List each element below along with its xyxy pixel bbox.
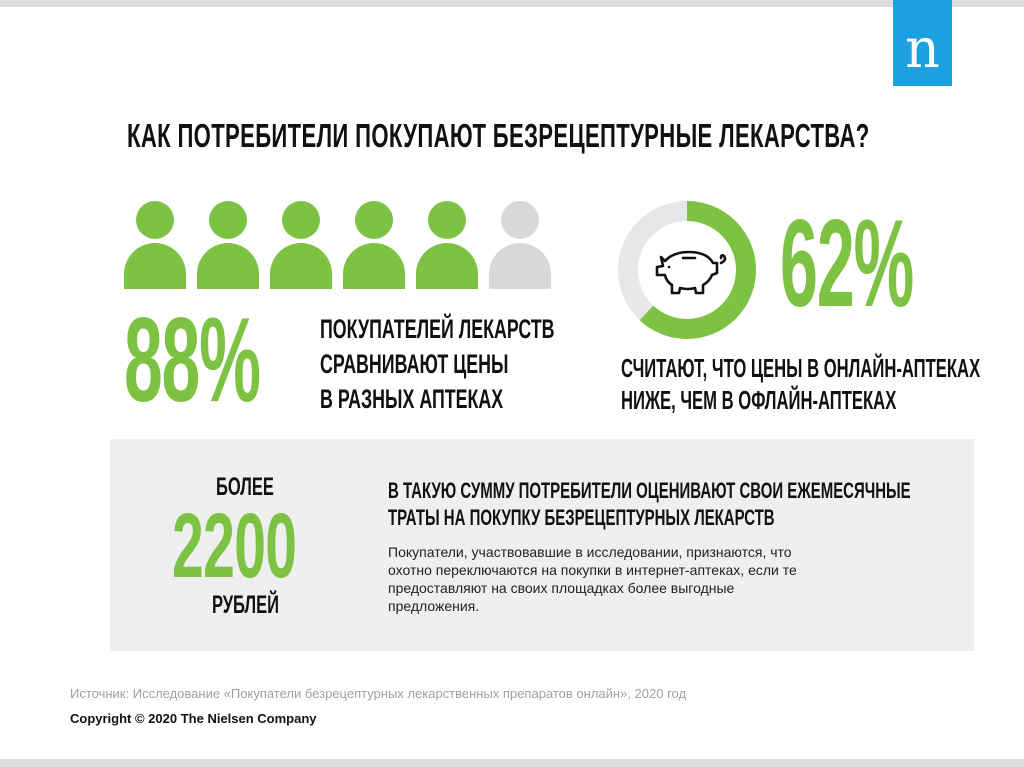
spend-body-line: предоставляют на своих площадках более в…: [388, 580, 735, 596]
copyright: Copyright © 2020 The Nielsen Company: [70, 711, 317, 726]
stat-62-line: Считают, что цены в онлайн-аптеках: [621, 353, 981, 383]
spend-body-line: предложения.: [388, 598, 480, 614]
spend-body-line: Покупатели, участвовавшие в исследовании…: [388, 544, 792, 560]
stat-62-value: 62%: [780, 195, 914, 333]
spend-body-line: охотно переключаются на покупки в интерн…: [388, 562, 797, 578]
nielsen-logo: n: [893, 0, 952, 86]
stat-62-line: ниже, чем в офлайн-аптеках: [621, 385, 897, 415]
donut-chart: [618, 201, 756, 339]
spend-body: Покупатели, участвовавшие в исследовании…: [388, 543, 878, 615]
stat-88-line: Покупателей лекарств: [320, 314, 555, 344]
source-note: Источник: Исследование «Покупатели безре…: [70, 686, 687, 701]
logo-letter: n: [905, 17, 940, 80]
spend-prefix: Более: [216, 473, 274, 501]
stat-88-value: 88%: [124, 293, 261, 427]
person-icon-highlighted: [270, 201, 332, 289]
person-icon-highlighted: [343, 201, 405, 289]
stat-88-line: в разных аптеках: [320, 384, 504, 414]
person-icon-highlighted: [124, 201, 186, 289]
donut-arc: [618, 201, 756, 339]
person-icon-highlighted: [416, 201, 478, 289]
page-title: Как потребители покупают безрецептурные …: [127, 117, 870, 154]
person-icon-highlighted: [197, 201, 259, 289]
spend-heading-line: траты на покупку безрецептурных лекарств: [388, 505, 775, 530]
piggy-bank-icon: [655, 250, 727, 295]
stat-88-description: Покупателей лекарств сравнивают цены в р…: [320, 312, 555, 417]
spend-suffix: рублей: [212, 591, 279, 619]
person-icon: [489, 201, 551, 289]
spend-heading: В такую сумму потребители оценивают свои…: [388, 477, 911, 531]
bottom-border: [0, 759, 1024, 767]
stat-88-line: сравнивают цены: [320, 349, 509, 379]
spend-amount: 2200: [172, 495, 297, 597]
people-icons: [124, 201, 554, 289]
spend-heading-line: В такую сумму потребители оценивают свои…: [388, 478, 911, 503]
spend-panel: [110, 439, 974, 651]
stat-62-description: Считают, что цены в онлайн-аптеках ниже,…: [621, 352, 980, 416]
top-border: [0, 0, 1024, 7]
